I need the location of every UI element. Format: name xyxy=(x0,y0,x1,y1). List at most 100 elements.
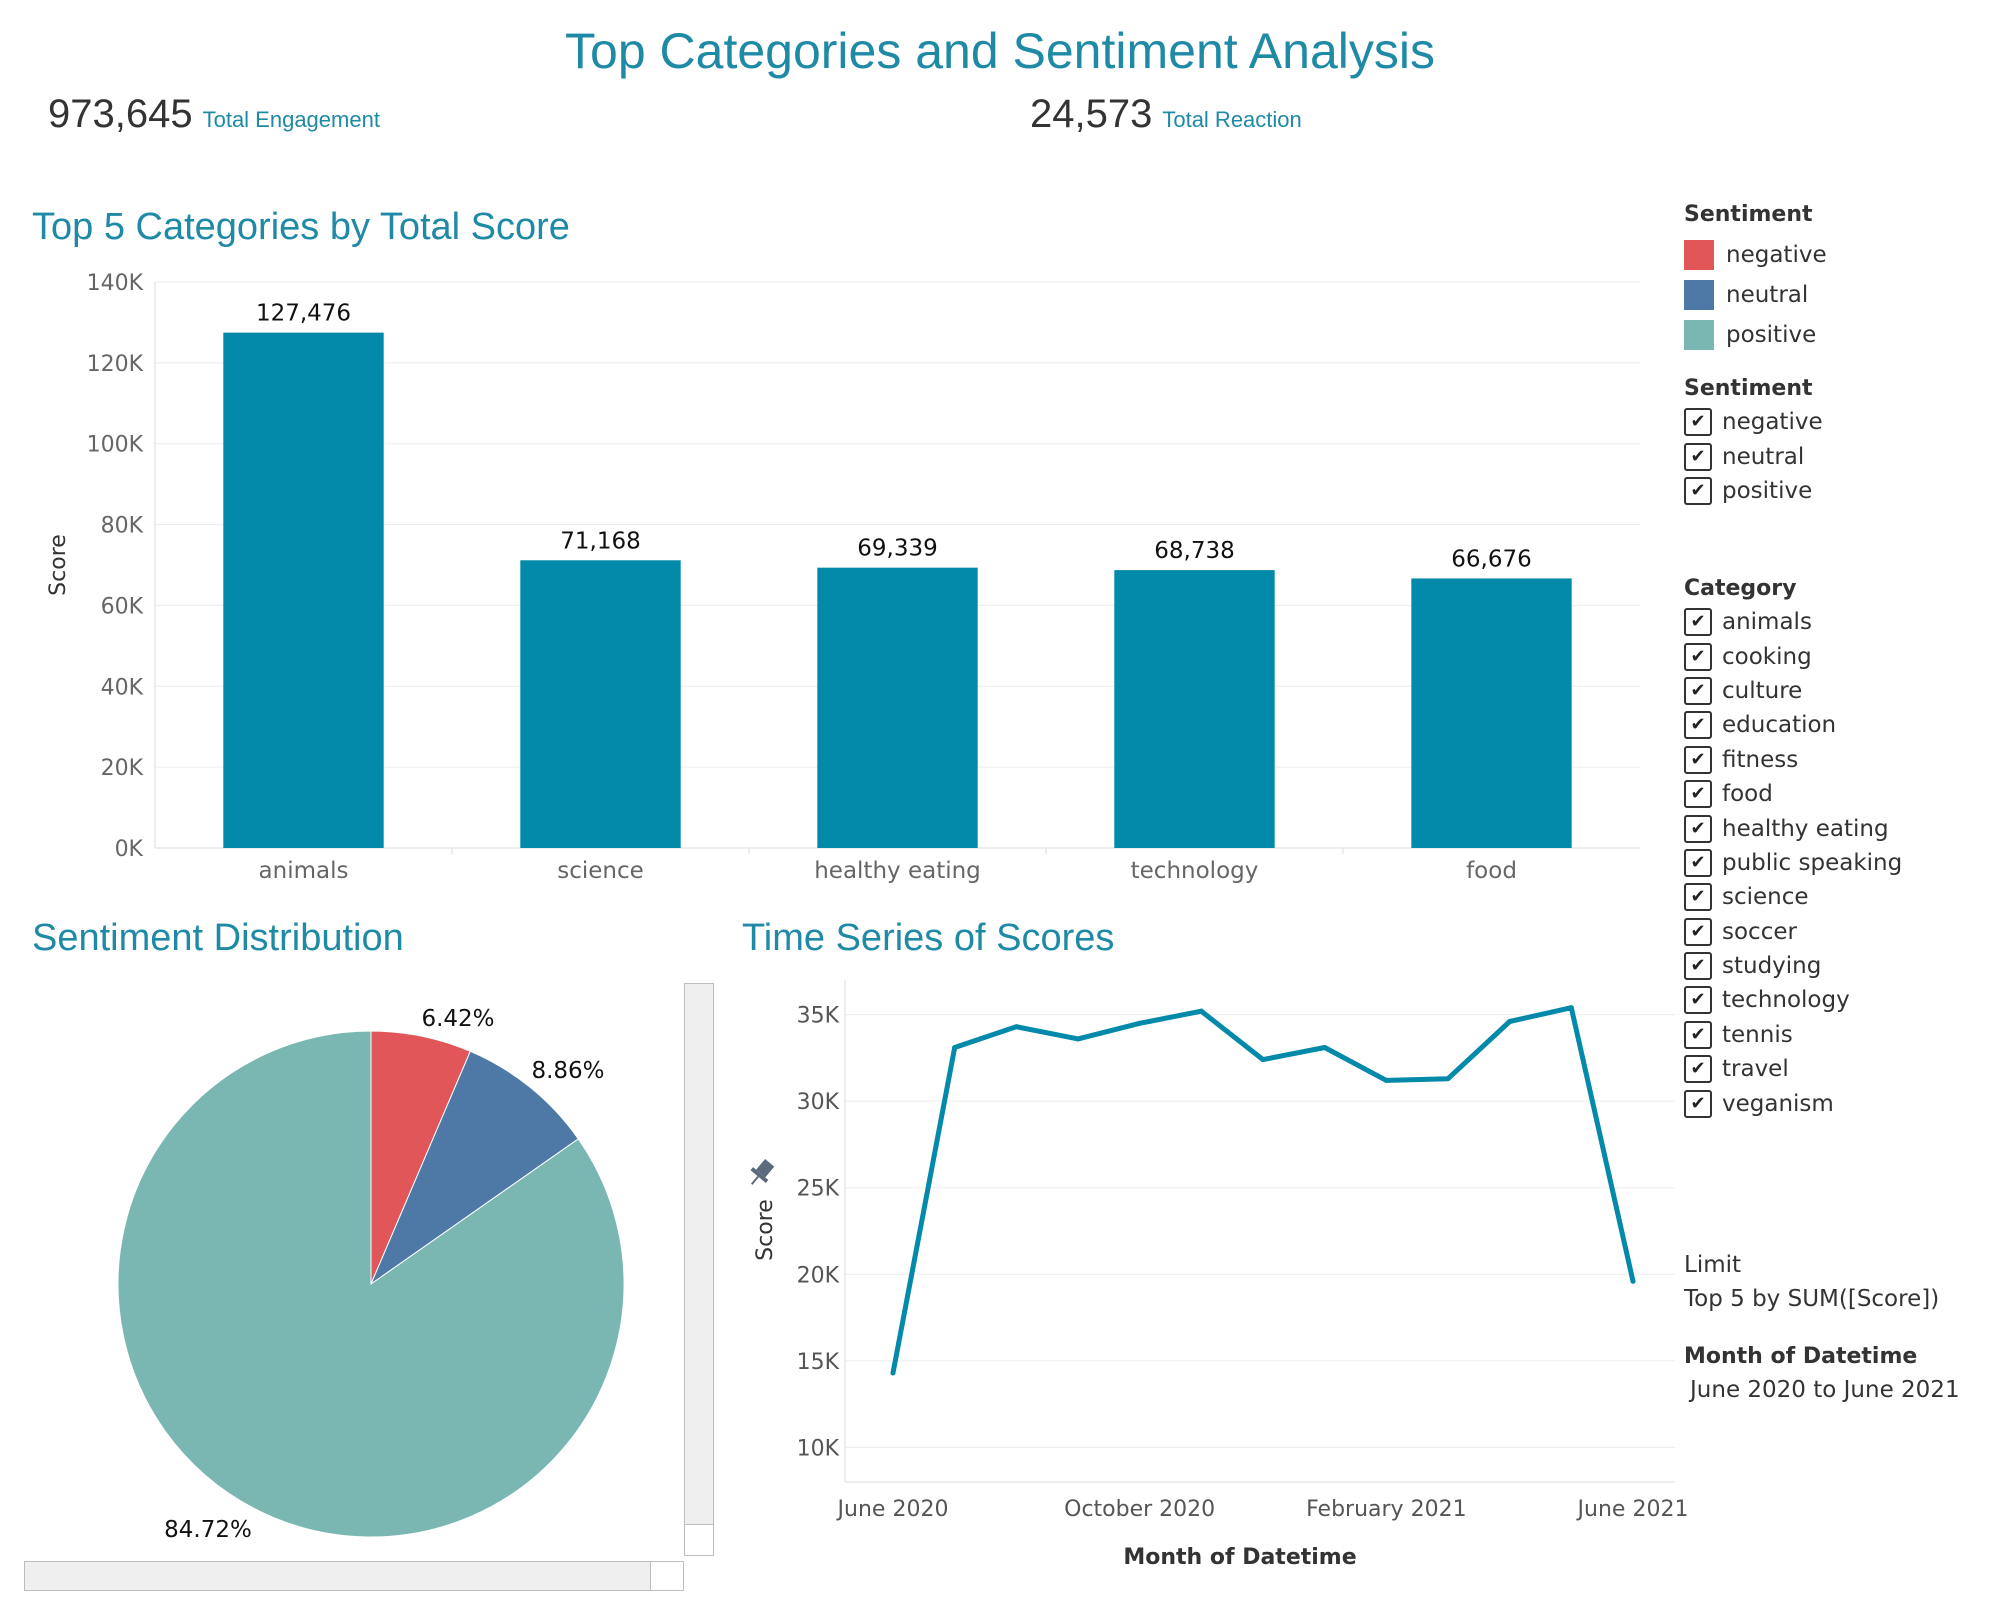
bar-value-label: 127,476 xyxy=(256,301,351,327)
x-tick-label: June 2020 xyxy=(836,1497,949,1522)
checkbox-checked-icon[interactable]: ✔ xyxy=(1684,442,1712,471)
date-filter-info: Month of Datetime June 2020 to June 2021 xyxy=(1684,1344,1960,1403)
y-axis-label: Score xyxy=(753,1199,778,1261)
data-point xyxy=(1198,1008,1204,1014)
checkbox-label: healthy eating xyxy=(1722,815,1889,842)
checkbox-label: veganism xyxy=(1722,1090,1834,1117)
data-point xyxy=(890,1370,896,1376)
checkbox-checked-icon[interactable]: ✔ xyxy=(1684,676,1712,705)
category-filter-item-travel[interactable]: ✔ travel xyxy=(1684,1052,1902,1086)
page-title: Top Categories and Sentiment Analysis xyxy=(565,23,1435,79)
pie-vertical-scrollbar[interactable] xyxy=(684,983,714,1556)
category-filter-item-public-speaking[interactable]: ✔ public speaking xyxy=(1684,846,1902,880)
date-filter-title: Month of Datetime xyxy=(1684,1344,1918,1369)
category-filter-item-tennis[interactable]: ✔ tennis xyxy=(1684,1018,1902,1052)
y-tick-label: 100K xyxy=(87,433,144,458)
pie-slice-positive xyxy=(117,1030,625,1538)
checkbox-checked-icon[interactable]: ✔ xyxy=(1684,476,1712,505)
kpi-label: Total Reaction xyxy=(1162,107,1302,132)
sentiment-filter-title: Sentiment xyxy=(1684,376,1813,401)
kpi-value: 973,645 xyxy=(48,92,193,136)
pie-horizontal-scrollbar[interactable] xyxy=(24,1561,684,1591)
x-tick-label: technology xyxy=(1131,858,1259,884)
checkbox-checked-icon[interactable]: ✔ xyxy=(1684,1089,1712,1118)
category-filter-item-food[interactable]: ✔ food xyxy=(1684,777,1902,811)
y-tick-label: 60K xyxy=(101,594,144,619)
data-point xyxy=(1322,1045,1328,1051)
data-point xyxy=(1445,1076,1451,1082)
series-line xyxy=(890,1005,1636,1376)
checkbox-label: education xyxy=(1722,712,1837,739)
legend-swatch xyxy=(1684,240,1714,270)
y-tick-label: 20K xyxy=(101,756,144,781)
scroll-right-button[interactable] xyxy=(650,1561,684,1591)
limit-title: Limit xyxy=(1684,1252,1742,1278)
checkbox-checked-icon[interactable]: ✔ xyxy=(1684,986,1712,1015)
category-filter-item-healthy-eating[interactable]: ✔ healthy eating xyxy=(1684,811,1902,845)
legend-title: Sentiment xyxy=(1684,202,1813,227)
checkbox-label: cooking xyxy=(1722,643,1812,670)
category-filter-item-animals[interactable]: ✔ animals xyxy=(1684,605,1902,639)
category-filter-item-studying[interactable]: ✔ studying xyxy=(1684,949,1902,983)
y-tick-label: 10K xyxy=(797,1436,840,1461)
y-tick-label: 0K xyxy=(115,837,144,862)
checkbox-checked-icon[interactable]: ✔ xyxy=(1684,814,1712,843)
data-point xyxy=(1260,1057,1266,1063)
category-filter-item-technology[interactable]: ✔ technology xyxy=(1684,983,1902,1017)
data-point xyxy=(1383,1077,1389,1083)
date-filter-value: June 2020 to June 2021 xyxy=(1690,1377,1960,1403)
checkbox-checked-icon[interactable]: ✔ xyxy=(1684,608,1712,637)
y-tick-label: 120K xyxy=(87,352,144,377)
y-tick-label: 40K xyxy=(101,675,144,700)
checkbox-label: fitness xyxy=(1722,746,1799,773)
x-tick-label: June 2021 xyxy=(1576,1497,1689,1522)
checkbox-checked-icon[interactable]: ✔ xyxy=(1684,917,1712,946)
pin-icon xyxy=(750,1158,775,1185)
x-tick-label: science xyxy=(557,858,644,884)
pie-slice-negative xyxy=(370,1030,471,1285)
category-filter-item-veganism[interactable]: ✔ veganism xyxy=(1684,1086,1902,1120)
checkbox-label: science xyxy=(1722,884,1809,911)
bar xyxy=(1114,570,1275,848)
category-filter-title: Category xyxy=(1684,576,1797,601)
checkbox-checked-icon[interactable]: ✔ xyxy=(1684,1020,1712,1049)
checkbox-checked-icon[interactable]: ✔ xyxy=(1684,408,1712,437)
checkbox-label: animals xyxy=(1722,609,1812,636)
category-filter-item-science[interactable]: ✔ science xyxy=(1684,880,1902,914)
sentiment-filter: Sentiment ✔ negative ✔ neutral ✔ positive xyxy=(1684,376,1823,508)
checkbox-checked-icon[interactable]: ✔ xyxy=(1684,1055,1712,1084)
checkbox-checked-icon[interactable]: ✔ xyxy=(1684,952,1712,981)
checkbox-checked-icon[interactable]: ✔ xyxy=(1684,848,1712,877)
sentiment-filter-item-positive[interactable]: ✔ positive xyxy=(1684,474,1823,508)
y-axis-label: Score xyxy=(46,534,71,596)
checkbox-label: soccer xyxy=(1722,918,1797,945)
legend-item-neutral[interactable]: neutral xyxy=(1684,275,1827,315)
category-filter-item-fitness[interactable]: ✔ fitness xyxy=(1684,743,1902,777)
checkbox-checked-icon[interactable]: ✔ xyxy=(1684,642,1712,671)
legend-item-negative[interactable]: negative xyxy=(1684,235,1827,275)
line-chart-title: Time Series of Scores xyxy=(742,917,1115,959)
sentiment-filter-item-neutral[interactable]: ✔ neutral xyxy=(1684,439,1823,473)
legend-item-positive[interactable]: positive xyxy=(1684,315,1827,355)
bar xyxy=(817,567,978,848)
pie-value-label: 84.72% xyxy=(164,1517,252,1543)
checkbox-label: food xyxy=(1722,781,1773,808)
bar-value-label: 69,339 xyxy=(857,536,937,562)
scroll-down-button[interactable] xyxy=(684,1524,714,1556)
checkbox-checked-icon[interactable]: ✔ xyxy=(1684,711,1712,740)
category-filter-item-culture[interactable]: ✔ culture xyxy=(1684,674,1902,708)
checkbox-checked-icon[interactable]: ✔ xyxy=(1684,745,1712,774)
checkbox-checked-icon[interactable]: ✔ xyxy=(1684,780,1712,809)
category-filter-item-education[interactable]: ✔ education xyxy=(1684,708,1902,742)
data-point xyxy=(1013,1024,1019,1030)
category-filter-item-soccer[interactable]: ✔ soccer xyxy=(1684,915,1902,949)
pie-value-label: 8.86% xyxy=(531,1058,604,1084)
category-filter-item-cooking[interactable]: ✔ cooking xyxy=(1684,639,1902,673)
checkbox-checked-icon[interactable]: ✔ xyxy=(1684,883,1712,912)
x-tick-label: February 2021 xyxy=(1306,1497,1466,1522)
x-tick-label: animals xyxy=(259,858,349,884)
sentiment-filter-item-negative[interactable]: ✔ negative xyxy=(1684,405,1823,439)
y-tick-label: 15K xyxy=(797,1350,840,1375)
data-point xyxy=(1630,1278,1636,1284)
x-axis-label: Month of Datetime xyxy=(1123,1545,1356,1570)
